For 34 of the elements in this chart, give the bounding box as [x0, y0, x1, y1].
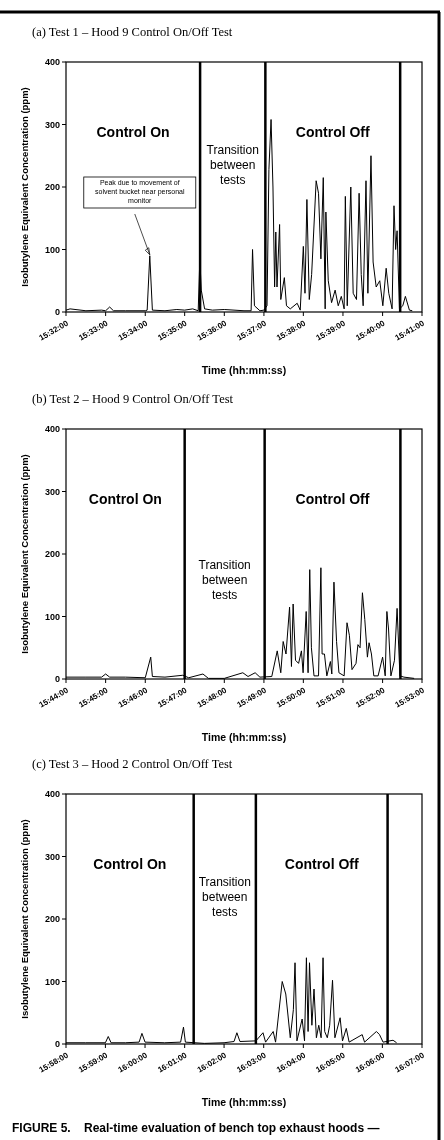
y-tick-label: 100: [44, 244, 60, 255]
y-tick-label: 300: [44, 486, 60, 497]
annotation: Control Off: [295, 124, 371, 140]
chart-title: (a) Test 1 – Hood 9 Control On/Off Test: [32, 25, 233, 39]
y-tick-label: 100: [44, 976, 60, 987]
y-tick-label: 200: [44, 914, 60, 925]
chart-title: (c) Test 3 – Hood 2 Control On/Off Test: [32, 757, 233, 771]
y-tick-label: 100: [44, 611, 60, 622]
x-axis-title: Time (hh:mm:ss): [201, 364, 287, 376]
x-axis-title: Time (hh:mm:ss): [201, 1096, 287, 1108]
caption: FIGURE 5. Real-time evaluation of bench top exhaust hoods —: [12, 1121, 380, 1135]
annotation: Transition between tests: [206, 143, 259, 187]
y-tick-label: 200: [44, 182, 60, 193]
y-axis-title: Isobutylene Equivalent Concentration (ppm): [19, 87, 30, 287]
annotation: Transition between tests: [198, 558, 251, 602]
annotation: Transition between tests: [198, 875, 251, 919]
y-tick-label: 400: [44, 424, 60, 435]
y-axis-title: Isobutylene Equivalent Concentration (ppm): [19, 819, 30, 1019]
annotation: Control On: [88, 491, 162, 507]
annotation: Control Off: [284, 856, 359, 872]
annotation: Control On: [96, 124, 170, 140]
y-tick-label: 0: [54, 674, 60, 685]
y-tick-label: 200: [44, 549, 60, 560]
y-tick-label: 0: [54, 1039, 60, 1050]
y-axis-title: Isobutylene Equivalent Concentration (ppm): [19, 454, 30, 654]
x-axis-title: Time (hh:mm:ss): [201, 731, 287, 743]
chart-title: (b) Test 2 – Hood 9 Control On/Off Test: [32, 392, 234, 406]
annotation: Control Off: [295, 491, 370, 507]
y-tick-label: 0: [54, 307, 60, 318]
y-tick-label: 400: [44, 789, 60, 800]
annotation: Control On: [93, 856, 167, 872]
y-tick-label: 300: [44, 851, 60, 862]
y-tick-label: 300: [44, 119, 60, 130]
y-tick-label: 400: [44, 57, 60, 68]
